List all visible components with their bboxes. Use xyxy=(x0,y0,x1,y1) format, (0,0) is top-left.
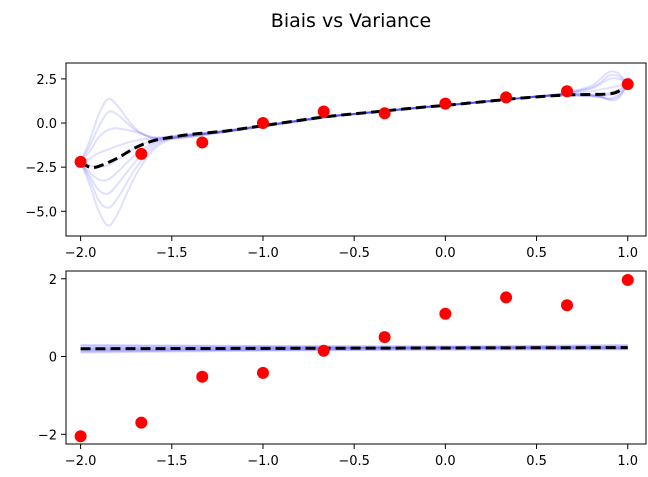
x-tick-label: 0.5 xyxy=(526,246,547,261)
y-tick-label: −2 xyxy=(38,428,57,443)
data-point xyxy=(500,91,513,104)
data-point xyxy=(317,344,330,357)
data-point xyxy=(439,307,452,320)
x-tick-label: −1.0 xyxy=(247,454,279,469)
x-tick-label: 1.0 xyxy=(617,246,638,261)
x-tick-label: −0.5 xyxy=(338,454,370,469)
x-tick-label: 1.0 xyxy=(617,454,638,469)
x-tick-label: −2.0 xyxy=(65,246,97,261)
x-tick-label: −1.5 xyxy=(156,246,188,261)
data-point xyxy=(135,416,148,429)
x-tick-label: −1.5 xyxy=(156,454,188,469)
figure-title: Biais vs Variance xyxy=(271,10,431,32)
x-tick-label: 0.5 xyxy=(526,454,547,469)
x-tick-label: −0.5 xyxy=(338,246,370,261)
sample-fit-line xyxy=(80,343,628,349)
data-point xyxy=(621,78,634,91)
y-tick-label: −2.5 xyxy=(25,161,57,176)
y-tick-label: −5.0 xyxy=(25,205,57,220)
sample-fit-line xyxy=(80,348,628,352)
y-tick-label: 2.5 xyxy=(36,73,57,88)
x-tick-label: −1.0 xyxy=(247,246,279,261)
y-tick-label: 2 xyxy=(49,273,57,288)
x-tick-label: 0.0 xyxy=(435,246,456,261)
sample-fit-line xyxy=(80,345,628,354)
data-point xyxy=(561,299,574,312)
x-tick-label: 0.0 xyxy=(435,454,456,469)
data-point xyxy=(317,105,330,118)
axes-frame xyxy=(65,270,647,445)
data-point xyxy=(74,430,87,443)
mean-fit-line xyxy=(80,346,628,351)
data-point xyxy=(256,366,269,379)
top-subplot: −2.0 −1.5 −1.0 −0.5 0.0 0.5 1.0 2.5 0.0 −2.5 −5.0 xyxy=(25,62,647,261)
data-point xyxy=(196,370,209,383)
data-point xyxy=(378,107,391,120)
data-point xyxy=(256,117,269,130)
axes-frame xyxy=(65,62,647,237)
data-point xyxy=(74,155,87,168)
data-point xyxy=(561,85,574,98)
data-point xyxy=(500,291,513,304)
sample-fit-line xyxy=(80,344,628,348)
data-point xyxy=(439,97,452,110)
data-point xyxy=(135,147,148,160)
x-tick-label: −2.0 xyxy=(65,454,97,469)
data-point xyxy=(621,273,634,286)
data-point xyxy=(378,331,391,344)
y-tick-label: 0 xyxy=(49,351,57,366)
bottom-subplot: −2.0 −1.5 −1.0 −0.5 0.0 0.5 1.0 2 0 −2 xyxy=(38,270,647,469)
y-tick-label: 0.0 xyxy=(36,117,57,132)
data-point xyxy=(196,136,209,149)
